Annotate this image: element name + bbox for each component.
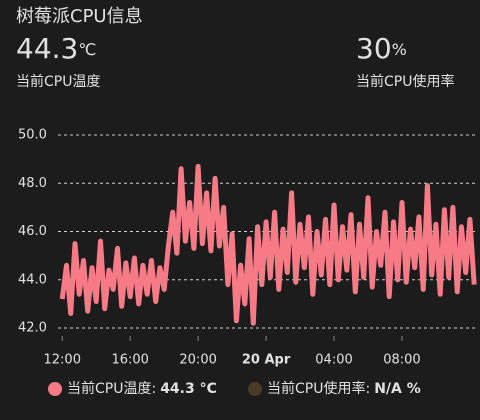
stat-value: 44.3℃ (16, 32, 96, 65)
y-tick-label: 42.0 (18, 321, 47, 336)
stat-number: 30 (356, 32, 392, 65)
stat-value: 30% (356, 32, 407, 65)
stat-label: 当前CPU温度 (16, 73, 100, 90)
x-tick-label: 04:00 (315, 353, 352, 368)
legend-label: 当前CPU使用率: (267, 380, 370, 397)
legend-value: 44.3 °C (160, 381, 217, 397)
legend-swatch (48, 382, 62, 396)
legend-entry[interactable]: 当前CPU使用率: N/A % (267, 380, 421, 397)
chart: 42.0 44.0 46.0 48.0 50.0 12:00 16:00 20:00 20 Ap… (18, 128, 477, 397)
series-line (59, 163, 477, 326)
stat-label: 当前CPU使用率 (356, 73, 454, 90)
y-tick-label: 50.0 (18, 128, 47, 143)
legend-value: N/A % (374, 381, 421, 397)
stat-unit: % (392, 40, 407, 59)
x-tick-label: 20:00 (179, 353, 216, 368)
card-title: 树莓派CPU信息 (16, 6, 143, 27)
x-tick-label: 16:00 (111, 353, 148, 368)
x-tick-label: 12:00 (44, 353, 81, 368)
y-tick-label: 46.0 (18, 224, 47, 239)
y-tick-label: 44.0 (18, 272, 47, 287)
legend-label: 当前CPU温度: (67, 380, 156, 397)
legend-entry[interactable]: 当前CPU温度: 44.3 °C (67, 380, 217, 397)
legend-swatch (248, 382, 262, 396)
stat-number: 44.3 (16, 32, 78, 65)
y-tick-label: 48.0 (18, 176, 47, 191)
x-tick-label: 08:00 (383, 353, 420, 368)
x-tick-label: 20 Apr (242, 353, 291, 368)
stat-unit: ℃ (78, 40, 96, 59)
